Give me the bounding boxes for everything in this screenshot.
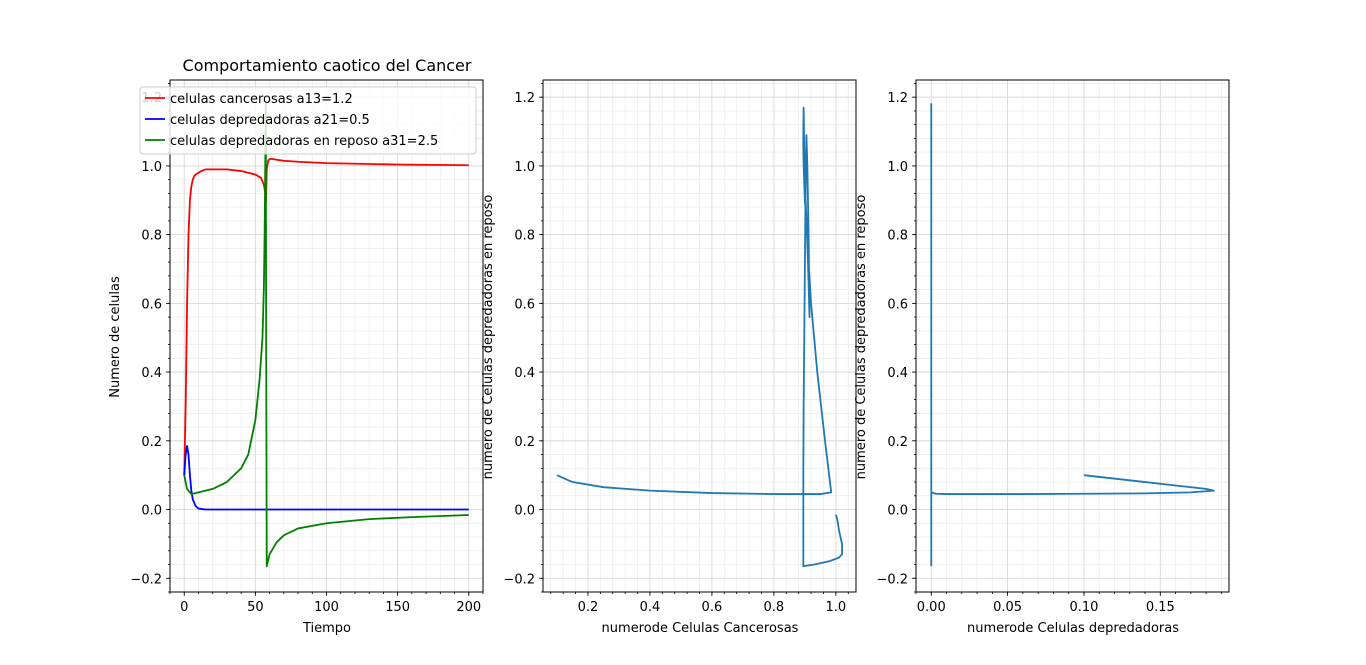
plot-time-series: Comportamiento caotico del Cancer Tiempo…: [108, 56, 484, 636]
y-tick-label: 0.8: [887, 229, 908, 244]
y-tick-label: 0.6: [887, 297, 908, 312]
x-tick-label: 0.2: [578, 600, 599, 615]
y-tick-label: 1.2: [514, 91, 535, 106]
x-tick-label: 0.6: [702, 600, 723, 615]
y-tick-label: 0.4: [887, 366, 908, 381]
series-line-2: [183, 103, 469, 568]
chart-title: Comportamiento caotico del Cancer: [183, 56, 472, 75]
y-tick-label: 0.4: [514, 366, 535, 381]
x-tick-label: 0.4: [640, 600, 661, 615]
y-axis-label: numero de Celulas depredadoras en reposo: [854, 195, 869, 480]
y-axis-label: Numero de celulas: [108, 276, 123, 398]
y-tick-label: −0.2: [130, 572, 162, 587]
x-tick-label: 200: [456, 600, 481, 615]
y-tick-label: 0.0: [887, 504, 908, 519]
y-tick-label: 0.2: [887, 435, 908, 450]
x-tick-label: 50: [247, 600, 264, 615]
x-tick-label: 0.05: [993, 600, 1022, 615]
legend-box: [139, 86, 477, 155]
plot-phase-predators: numerode Celulas depredadoras numero de …: [854, 79, 1230, 636]
x-tick-label: 0.00: [917, 600, 946, 615]
y-tick-label: 0.6: [141, 297, 162, 312]
x-tick-label: 0.10: [1069, 600, 1098, 615]
x-axis-label: numerode Celulas depredadoras: [967, 621, 1179, 636]
x-tick-label: 1.0: [826, 600, 847, 615]
y-tick-label: −0.2: [503, 572, 535, 587]
y-tick-label: 0.4: [141, 366, 162, 381]
series-line-1: [183, 445, 469, 511]
x-tick-label: 0.15: [1146, 600, 1175, 615]
grid: [915, 80, 1229, 593]
x-axis-label: Tiempo: [302, 621, 351, 636]
y-tick-label: 1.0: [514, 160, 535, 175]
x-tick-label: 100: [314, 600, 339, 615]
series-line-0: [930, 103, 1215, 567]
x-tick-label: 0.8: [764, 600, 785, 615]
y-tick-label: 0.0: [514, 504, 535, 519]
y-axis-label: numero de Celulas depredadoras en reposo: [481, 195, 496, 480]
y-tick-label: 0.8: [141, 229, 162, 244]
series-line-0: [556, 106, 843, 568]
legend-label-depredadoras: celulas depredadoras a21=0.5: [170, 113, 370, 128]
y-tick-label: 0.2: [514, 435, 535, 450]
plot-phase-cancer: numerode Celulas Cancerosas numero de Ce…: [481, 79, 857, 636]
y-tick-label: 0.8: [514, 229, 535, 244]
y-tick-label: 0.0: [141, 504, 162, 519]
y-tick-label: 1.0: [141, 160, 162, 175]
plot-frame: [915, 79, 1230, 593]
y-tick-label: −0.2: [876, 572, 908, 587]
x-axis-label: numerode Celulas Cancerosas: [602, 621, 799, 636]
y-tick-label: 0.2: [141, 435, 162, 450]
legend: celulas cancerosas a13=1.2 celulas depre…: [139, 86, 477, 155]
y-tick-label: 0.6: [514, 297, 535, 312]
legend-label-reposo: celulas depredadoras en reposo a31=2.5: [170, 134, 438, 149]
legend-label-cancerosas: celulas cancerosas a13=1.2: [170, 92, 353, 107]
y-tick-label: 1.0: [887, 160, 908, 175]
y-tick-label: 1.2: [887, 91, 908, 106]
series-line-0: [183, 158, 469, 476]
x-tick-label: 150: [385, 600, 410, 615]
x-tick-label: 0: [180, 600, 188, 615]
